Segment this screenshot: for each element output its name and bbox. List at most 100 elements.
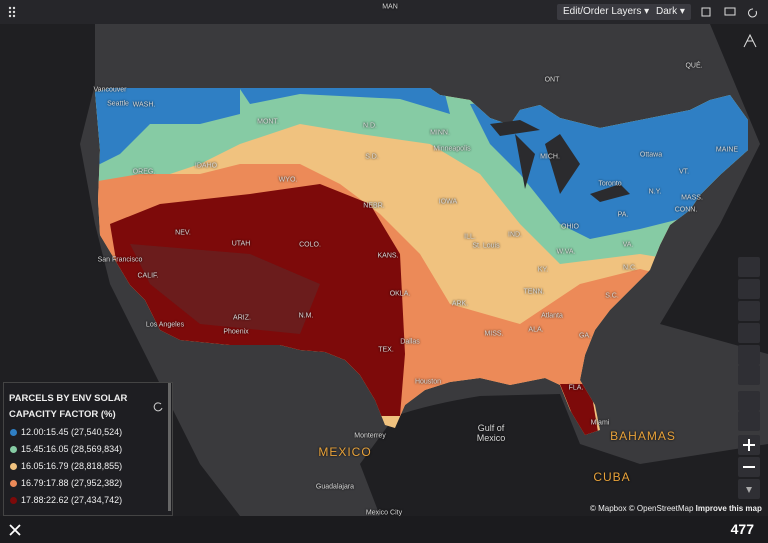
legend-title: PARCELS BY ENV SOLAR CAPACITY FACTOR (%): [9, 393, 128, 420]
map-label: MONT.: [257, 118, 279, 126]
map-label: Gulf of Mexico: [476, 423, 506, 443]
map-label: Miami: [590, 419, 610, 427]
map-label: VT.: [678, 168, 690, 176]
map-label: CONN.: [674, 206, 698, 214]
tool-button[interactable]: [738, 365, 760, 385]
legend-label: 17.88:22.62 (27,434,742): [21, 495, 123, 505]
map-label: Vancouver: [93, 86, 127, 94]
zone: [230, 88, 450, 114]
map-label: TENN.: [523, 288, 545, 296]
map-label: IND.: [508, 231, 522, 239]
map-label: Dallas: [400, 338, 420, 346]
legend-item[interactable]: 16.79:17.88 (27,952,382): [10, 478, 122, 488]
tool-button[interactable]: [738, 279, 760, 299]
compass[interactable]: [738, 479, 760, 499]
tool-button[interactable]: [738, 301, 760, 321]
map-label: S.D.: [365, 153, 379, 161]
map-label: NEBR.: [363, 202, 385, 210]
map-label: CALIF.: [137, 272, 159, 280]
zoom-out[interactable]: [738, 457, 760, 477]
theme-button-text: Dark: [656, 6, 678, 17]
map-label: QUÉ.: [685, 62, 703, 70]
map-label: MAINE: [715, 146, 739, 154]
map-label: Seattle: [107, 100, 129, 108]
map-label: Toronto: [598, 180, 622, 188]
attribution: © Mapbox © OpenStreetMap Improve this ma…: [590, 504, 762, 513]
zone: [470, 88, 748, 239]
map-label: NEV.: [175, 229, 191, 237]
map-label: Phoenix: [223, 328, 249, 336]
map-label: PA.: [617, 211, 629, 219]
legend-swatch: [10, 429, 17, 437]
zone: [95, 88, 240, 174]
map-label: Los Angeles: [145, 321, 185, 329]
gulf: [360, 394, 768, 516]
toolbar: Edit/Order Layers ▾ Dark ▾: [0, 0, 768, 24]
legend-swatch: [10, 446, 17, 454]
map-label: ONT: [544, 76, 560, 84]
map-label: KANS.: [377, 252, 399, 260]
map-label: MISS.: [484, 330, 504, 338]
map-label: Houston: [414, 378, 442, 386]
legend-item[interactable]: 16.05:16.79 (28,818,855): [10, 461, 122, 471]
map-label: OKLA.: [389, 290, 411, 298]
map-label: ARIZ.: [233, 314, 251, 322]
map-label: MEXICO: [318, 445, 372, 459]
great-lakes: [490, 120, 630, 202]
map-label: San Francisco: [97, 256, 143, 264]
bottom-bar: 477: [0, 516, 768, 543]
tool-button[interactable]: [738, 391, 760, 411]
map-label: N.C.: [623, 264, 637, 272]
layers-button-text: Edit/Order Layers: [563, 6, 642, 17]
map-label: N.Y.: [648, 188, 662, 196]
map-label: W.VA.: [556, 248, 576, 256]
tool-button[interactable]: [738, 345, 760, 365]
legend-swatch: [10, 463, 17, 471]
legend: PARCELS BY ENV SOLAR CAPACITY FACTOR (%)…: [3, 382, 173, 516]
window-icons[interactable]: [700, 5, 768, 19]
map-label: ALA.: [528, 326, 544, 334]
scrollbar[interactable]: [168, 383, 171, 511]
menu-icon[interactable]: [8, 6, 20, 18]
map-label: CUBA: [593, 470, 631, 484]
map-label: Atlanta: [541, 312, 563, 320]
close-icon[interactable]: [8, 523, 22, 537]
map-label: FLA.: [568, 384, 584, 392]
legend-label: 12.00:15.45 (27,540,524): [21, 427, 123, 437]
zoom-in[interactable]: [738, 435, 760, 455]
count: 477: [730, 521, 754, 537]
zone: [130, 244, 320, 334]
map-label: MAN: [382, 3, 398, 11]
legend-swatch: [10, 497, 17, 505]
layers-button[interactable]: Edit/Order Layers ▾: [557, 4, 656, 20]
theme-button[interactable]: Dark ▾: [650, 4, 691, 20]
map-label: GA.: [578, 332, 592, 340]
improve-link[interactable]: Improve this map: [695, 504, 762, 513]
tool-button[interactable]: [738, 257, 760, 277]
zone: [560, 384, 600, 435]
legend-swatch: [10, 480, 17, 488]
locate-icon[interactable]: [740, 31, 760, 51]
map-label: UTAH: [231, 240, 251, 248]
legend-item[interactable]: 15.45:16.05 (28,569,834): [10, 444, 122, 454]
legend-label: 16.79:17.88 (27,952,382): [21, 478, 123, 488]
map-label: S.C.: [605, 292, 619, 300]
tool-button[interactable]: [738, 323, 760, 343]
legend-item[interactable]: 12.00:15.45 (27,540,524): [10, 427, 122, 437]
map-label: KY.: [537, 266, 549, 274]
map-label: Minneapolis: [433, 145, 471, 153]
map-label: COLO.: [299, 241, 321, 249]
map-label: Ottawa: [639, 151, 663, 159]
map-label: IOWA: [438, 198, 458, 206]
legend-item[interactable]: 17.88:22.62 (27,434,742): [10, 495, 122, 505]
map-label: St. Louis: [472, 242, 500, 250]
refresh-icon[interactable]: [152, 401, 164, 413]
attribution-text: © Mapbox © OpenStreetMap: [590, 504, 694, 513]
map-label: Mexico City: [365, 509, 403, 517]
map-label: OHIO: [561, 223, 579, 231]
map-label: Guadalajara: [315, 483, 355, 491]
tool-button[interactable]: [738, 411, 760, 431]
map-label: BAHAMAS: [610, 429, 676, 443]
map-label: Monterrey: [354, 432, 386, 440]
